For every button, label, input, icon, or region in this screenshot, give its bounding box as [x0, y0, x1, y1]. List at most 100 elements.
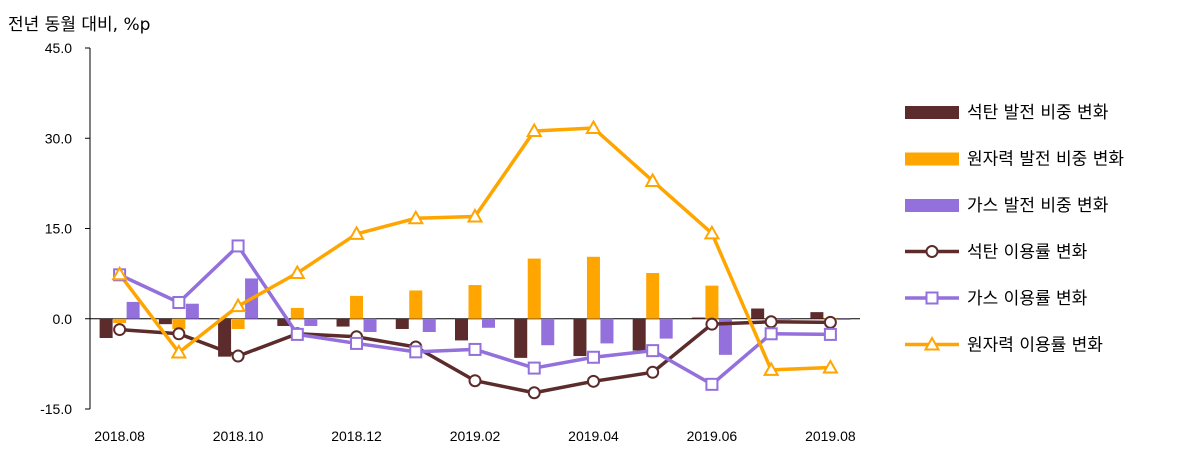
x-tick-label: 2019.06	[687, 428, 738, 444]
axes: 45.0 30.0 15.0 0.0 -15.0 2018.08 2018.10 2018.1…	[40, 40, 860, 444]
bar	[468, 285, 482, 319]
bar	[395, 318, 409, 329]
y-tick-label: 0.0	[53, 311, 73, 327]
legend-swatch	[905, 152, 959, 166]
line-point	[289, 264, 306, 280]
legend-label: 가스 이용률 변화	[967, 289, 1088, 309]
legend-swatch	[905, 106, 959, 119]
legend-label: 석탄 발전 비중 변화	[967, 103, 1109, 123]
bar	[231, 318, 245, 329]
line-point	[231, 349, 245, 363]
x-tick-label: 2018.12	[331, 428, 382, 444]
bar	[455, 318, 468, 341]
legend-label: 원자력 이용률 변화	[967, 336, 1103, 356]
bar	[336, 318, 350, 327]
legend-label: 가스 발전 비중 변화	[967, 196, 1109, 216]
bar	[600, 318, 614, 344]
line-point	[468, 374, 482, 388]
x-tick-label: 2019.02	[450, 428, 501, 444]
bar	[810, 312, 824, 319]
line-point	[925, 291, 939, 305]
line-point	[646, 344, 660, 358]
x-tick-label: 2019.04	[568, 428, 619, 444]
bar	[586, 256, 600, 319]
line-point	[290, 327, 304, 341]
bar	[778, 318, 792, 320]
line-point	[646, 365, 660, 379]
line-point	[823, 327, 837, 341]
bar	[646, 273, 660, 319]
bar	[514, 318, 528, 358]
line-point	[172, 296, 186, 310]
line-point	[764, 327, 778, 341]
bar	[304, 318, 318, 326]
bar	[99, 318, 113, 339]
bars	[99, 256, 851, 358]
lines	[111, 119, 839, 400]
bar	[527, 258, 541, 319]
bar	[218, 318, 232, 357]
bar	[837, 318, 851, 320]
x-tick-label: 2019.08	[805, 428, 856, 444]
x-tick-label: 2018.10	[213, 428, 264, 444]
bar	[659, 318, 673, 339]
legend-label: 석탄 이용률 변화	[967, 243, 1088, 263]
bar	[751, 308, 765, 319]
line-point	[586, 374, 600, 388]
bar	[573, 318, 587, 357]
bar	[172, 318, 186, 329]
bar	[290, 307, 304, 319]
bar	[363, 318, 377, 332]
line-point	[170, 343, 188, 359]
bar	[113, 318, 127, 323]
bar	[482, 318, 495, 328]
line-point	[703, 224, 721, 240]
line-point	[764, 315, 778, 329]
line-point	[526, 122, 543, 138]
bar	[422, 318, 436, 332]
bar	[277, 318, 291, 326]
bar	[158, 318, 172, 325]
line-point	[111, 265, 128, 281]
line-point	[172, 327, 186, 341]
line-point	[527, 386, 541, 400]
y-tick-label: 45.0	[45, 40, 72, 56]
line-point	[231, 239, 245, 253]
line-point	[644, 172, 661, 187]
line-point	[923, 335, 941, 351]
line-point	[466, 207, 484, 223]
y-tick-label: -15.0	[40, 401, 72, 417]
bar	[126, 301, 140, 319]
line-point	[762, 361, 780, 376]
y-tick-label: 30.0	[45, 130, 72, 146]
line-point	[925, 245, 939, 258]
line-point	[407, 209, 424, 225]
x-tick-label: 2018.08	[94, 428, 145, 444]
line-point	[705, 377, 719, 391]
line-point	[350, 336, 364, 350]
line-point	[113, 323, 127, 337]
bar	[409, 290, 423, 319]
bar	[350, 295, 364, 319]
bar	[691, 317, 705, 319]
line-point	[409, 345, 423, 359]
bar	[541, 318, 555, 346]
bar	[718, 318, 732, 355]
y-axis-label: 전년 동월 대비, %p	[8, 15, 151, 35]
line-point	[348, 225, 365, 240]
legend-swatch	[905, 199, 959, 212]
line-point	[823, 315, 837, 329]
line-point	[705, 317, 719, 331]
line-point	[822, 358, 839, 374]
bar	[705, 285, 719, 319]
legend-label: 원자력 발전 비중 변화	[967, 150, 1124, 170]
line-point	[585, 119, 602, 135]
line-point	[527, 361, 541, 375]
line-point	[229, 297, 247, 313]
bar	[632, 318, 646, 351]
y-tick-label: 15.0	[45, 221, 72, 237]
bar	[185, 303, 199, 319]
line-point	[586, 350, 600, 364]
